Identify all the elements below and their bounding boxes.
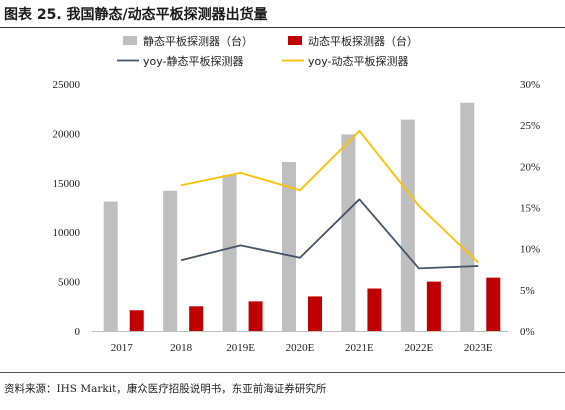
x-tick-label: 2020E <box>286 342 315 354</box>
bar-static <box>103 201 118 331</box>
lines <box>180 130 479 270</box>
line-yoy-dynamic <box>180 130 479 264</box>
bars <box>103 102 501 332</box>
line-yoy-static <box>180 198 479 270</box>
y-right-tick-label: 25% <box>520 120 540 132</box>
bar-static <box>222 174 237 331</box>
x-tick-label: 2022E <box>404 342 433 354</box>
y-left-tick-label: 0 <box>75 326 81 338</box>
bar-dynamic <box>426 281 441 331</box>
bar-static <box>460 102 475 331</box>
bar-dynamic <box>367 288 382 331</box>
y-left-tick-label: 5000 <box>58 277 81 289</box>
bar-static <box>163 190 178 331</box>
bar-static <box>282 162 296 331</box>
legend-label: yoy-动态平板探测器 <box>308 54 409 68</box>
title-bar: 图表 25. 我国静态/动态平板探测器出货量 <box>0 0 565 28</box>
x-tick-label: 2021E <box>345 342 374 354</box>
source-bar: 资料来源：IHS Markit，康众医疗招股说明书，东亚前海证券研究所 <box>0 372 565 410</box>
chart: 静态平板探测器（台） 动态平板探测器（台） yoy-静态平板探测器 yoy-动态平板探… <box>53 34 541 354</box>
legend-label: yoy-静态平板探测器 <box>143 54 244 68</box>
legend-label: 静态平板探测器（台） <box>143 34 253 48</box>
legend-label: 动态平板探测器（台） <box>308 34 418 48</box>
bar-dynamic <box>248 301 263 331</box>
bar-dynamic <box>129 310 144 331</box>
x-tick-label: 2017 <box>111 342 134 354</box>
y-right-tick-label: 0% <box>520 326 535 338</box>
y-right-tick-label: 20% <box>520 161 540 173</box>
y-left-tick-label: 10000 <box>53 227 81 239</box>
legend: 静态平板探测器（台） 动态平板探测器（台） yoy-静态平板探测器 yoy-动态平板探… <box>117 34 418 68</box>
y-right-tick-label: 15% <box>520 203 540 215</box>
y-left-tick-label: 20000 <box>53 128 81 140</box>
y-left-tick-label: 25000 <box>53 79 81 91</box>
bar-static <box>400 119 415 332</box>
x-tick-label: 2019E <box>226 342 255 354</box>
bar-dynamic <box>486 277 501 331</box>
bar-dynamic <box>308 296 322 331</box>
legend-swatch <box>288 36 302 45</box>
axes: 0 5000 10000 15000 20000 25000 0% 5% 10% 15% 20% 25… <box>53 79 541 354</box>
legend-swatch <box>123 36 137 45</box>
chart-title: 图表 25. 我国静态/动态平板探测器出货量 <box>4 7 268 23</box>
bar-static <box>341 134 356 331</box>
bar-dynamic <box>189 306 204 331</box>
y-left-tick-label: 15000 <box>53 178 81 190</box>
y-right-tick-label: 30% <box>520 79 540 91</box>
x-tick-label: 2023E <box>464 342 493 354</box>
source-note: 资料来源：IHS Markit，康众医疗招股说明书，东亚前海证券研究所 <box>4 383 327 395</box>
y-right-tick-label: 5% <box>520 285 535 297</box>
y-right-tick-label: 10% <box>520 244 540 256</box>
x-tick-label: 2018 <box>170 342 193 354</box>
